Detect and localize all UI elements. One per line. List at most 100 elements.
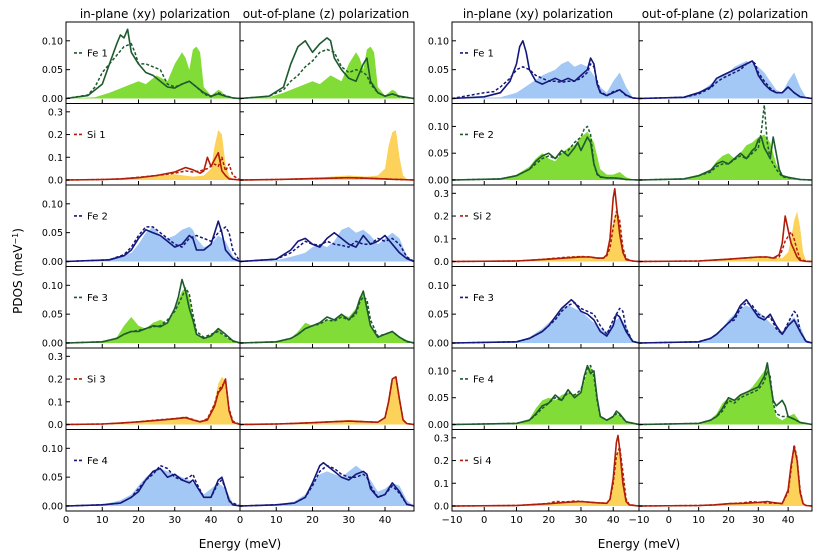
panel-1-4-1 [638,347,813,430]
pdos-fill-area [240,46,414,99]
y-tick-label: 0.0 [434,502,449,513]
panel-series [66,220,240,263]
y-tick-label: 0.05 [42,310,63,321]
x-tick-label: 30 [752,515,765,526]
y-tick-label: 0.1 [48,153,63,164]
panel-0-0-1 [239,21,415,104]
panel-1-3-1 [638,266,813,349]
pdos-dashed-line [66,287,240,344]
pdos-fill-area [452,365,639,425]
y-tick-label: 0.3 [48,352,63,363]
y-tick-label: 0.05 [42,473,63,484]
pdos-solid-line [66,151,240,181]
pdos-solid-line [240,176,414,181]
y-tick-label: 0.00 [42,502,63,513]
y-tick-label: 0.05 [42,65,63,76]
y-tick-label: 0.00 [42,339,63,350]
pdos-solid-line [240,231,414,263]
x-tick-label: 30 [168,515,181,526]
pdos-solid-line [240,290,414,344]
column-title-right-xy: in-plane (xy) polarization [463,7,613,21]
pdos-dashed-line [66,226,240,263]
y-tick-label: 0.05 [428,310,449,321]
y-axis-label: PDOS (meV−1) [11,228,25,314]
x-tick-label: 30 [342,515,355,526]
panel-series [66,376,240,426]
x-tick-label: 0 [481,515,487,526]
panel-series [240,226,414,263]
panel-series [66,278,240,344]
x-axis-label-right: Energy (meV) [598,537,680,551]
pdos-dashed-line [66,156,240,181]
y-tick-label: 0.0 [48,176,63,187]
panel-1-5-0: 0.0 0.1 0.2 0.3 −10 0 10 20 30 40 Si 4 [434,429,640,526]
pdos-solid-line [639,136,812,181]
panel-series [452,188,639,263]
panel-series [639,211,812,263]
pdos-solid-line [639,298,812,344]
pdos-solid-line [452,298,639,344]
pdos-fill-area [66,46,240,99]
pdos-dashed-line [240,237,414,263]
legend-label: Si 1 [87,130,106,141]
y-tick-label: 0.1 [434,479,449,490]
pdos-solid-line [452,136,639,181]
pdos-dashed-line [452,210,639,263]
x-tick-label: 20 [542,515,555,526]
y-tick-label: 0.00 [428,176,449,187]
x-tick-label: 0 [666,515,672,526]
y-tick-label: 0.05 [428,393,449,404]
pdos-solid-line [639,60,812,100]
pdos-fill-area [240,130,414,180]
y-tick-label: 0.10 [42,281,63,292]
x-tick-label: 10 [510,515,523,526]
legend-label: Si 4 [473,456,492,467]
x-tick-label: 40 [379,515,392,526]
y-tick-label: 0.00 [428,420,449,431]
panel-frame [638,429,813,512]
panel-series [452,125,639,181]
y-tick-label: 0.3 [434,189,449,200]
panel-1-5-1: −10 0 10 20 30 40 [628,429,813,526]
panel-series [452,364,639,426]
y-tick-label: 0.10 [42,36,63,47]
column-title-right-z: out-of-plane (z) polarization [642,7,809,21]
panel-series [66,130,240,181]
y-axis-label-close: ) [11,228,25,233]
x-tick-label: 20 [306,515,319,526]
panel-series [66,28,240,100]
x-tick-label: 0 [63,515,69,526]
pdos-solid-line [639,215,812,263]
panel-0-4-0: 0.0 0.1 0.2 0.3 Si 3 [48,347,241,431]
y-tick-label: 0.2 [48,130,63,141]
column-title-left-z: out-of-plane (z) polarization [243,7,410,21]
panel-series [66,464,240,507]
legend-label: Si 2 [473,211,492,222]
y-tick-label: 0.3 [434,433,449,444]
legend-label: Si 3 [87,374,106,385]
panel-0-4-1 [239,347,415,430]
pdos-fill-area [639,134,812,180]
pdos-solid-line [66,28,240,100]
pdos-solid-line [452,434,639,507]
pdos-dashed-line [240,296,414,344]
pdos-fill-area [639,365,812,425]
pdos-fill-area [452,211,639,262]
legend-label: Fe 2 [87,211,108,222]
pdos-solid-line [66,220,240,263]
y-tick-label: 0.0 [48,420,63,431]
y-tick-label: 0.10 [42,199,63,210]
y-axis-label-superscript: −1 [11,233,20,245]
x-tick-label: 40 [607,515,620,526]
pdos-solid-line [240,37,414,100]
panel-series [240,461,414,507]
pdos-solid-line [639,446,812,507]
y-tick-label: 0.10 [428,122,449,133]
x-tick-label: −10 [441,515,462,526]
pdos-fill-area [66,468,240,506]
x-tick-label: 40 [782,515,795,526]
